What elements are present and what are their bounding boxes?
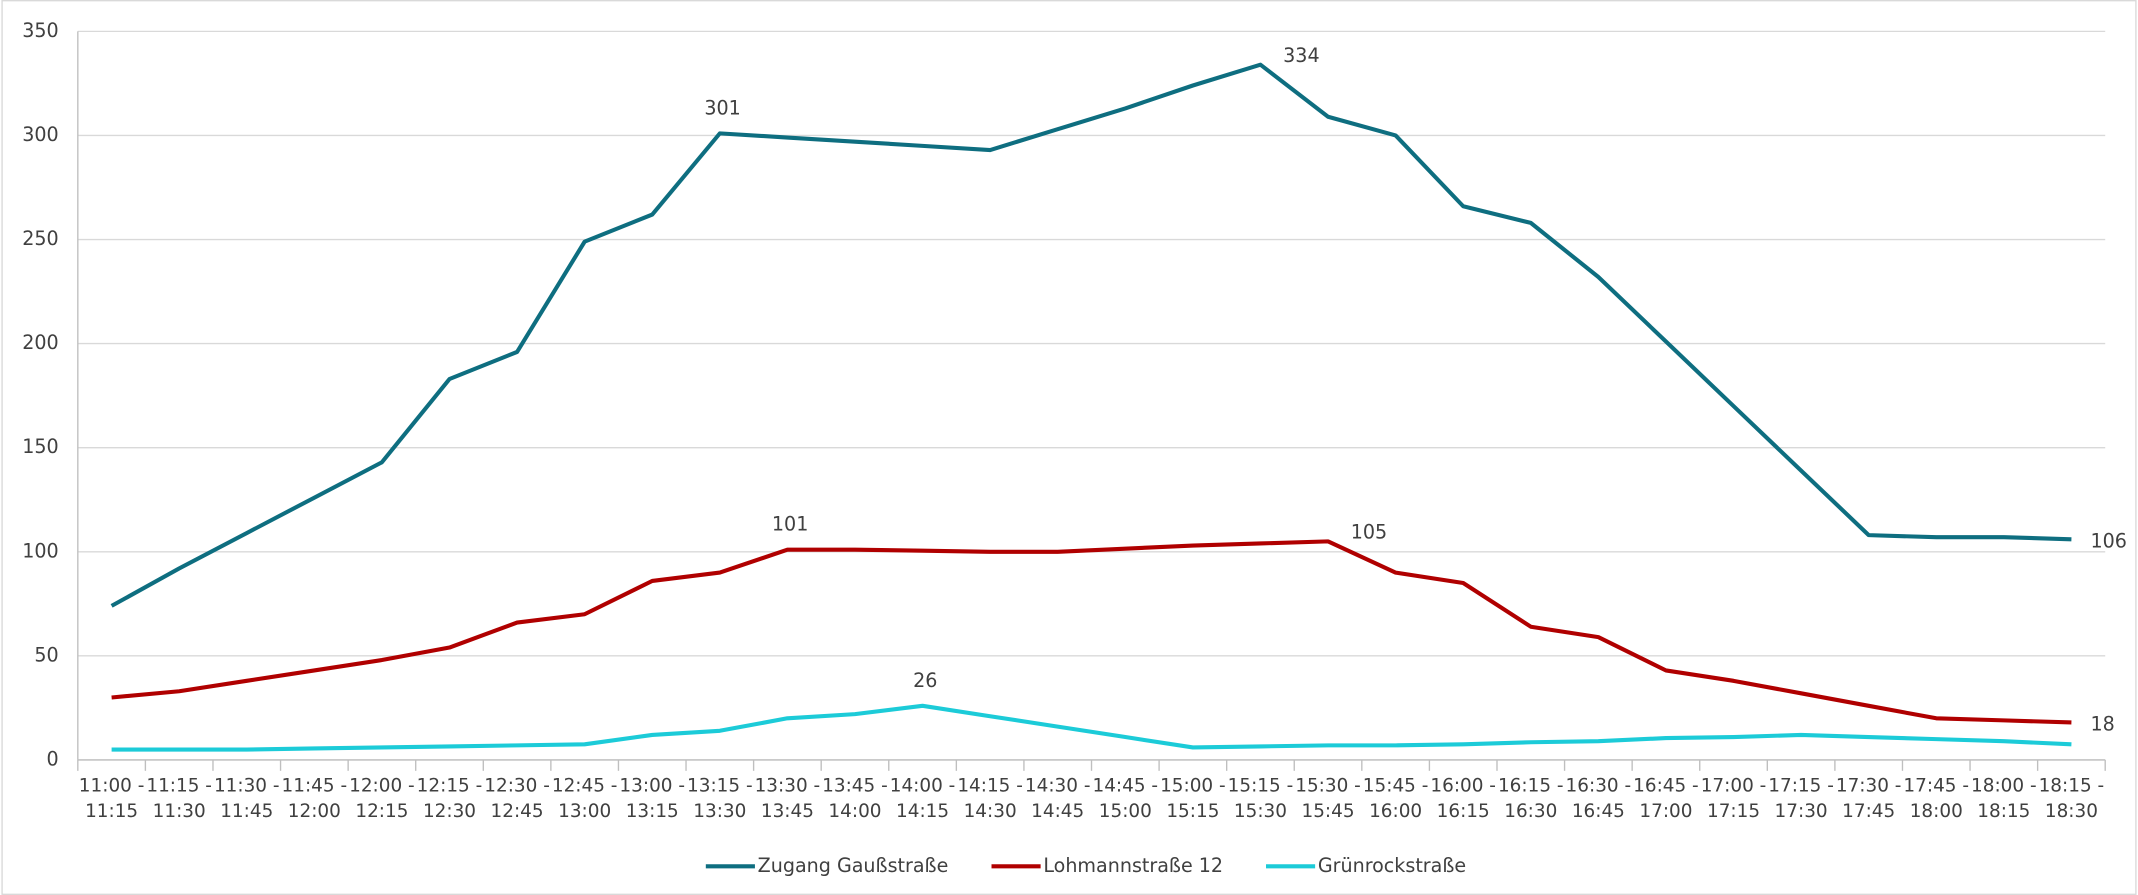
x-tick-label: 17:00 - 17:15 [1700,774,1767,823]
x-tick-label-text: 16:15 - 16:30 [1497,774,1564,823]
data-label: 301 [704,96,740,119]
y-tick-label: 350 [22,19,58,42]
x-tick-label: 16:45 - 17:00 [1633,774,1699,823]
series-line [110,62,2072,608]
x-tick-label-text: 17:30 - 17:45 [1835,774,1902,823]
x-tick-label: 11:45 - 12:00 [281,774,348,823]
x-tick-label: 13:30 - 13:45 [754,774,821,823]
x-tick-label-text: 11:15 - 11:30 [146,774,212,823]
y-tick-label: 100 [22,539,58,562]
data-label: 101 [772,513,808,536]
y-tick-label: 0 [47,747,59,770]
x-tick-label: 12:30 - 12:45 [484,774,550,823]
x-tick-label-text: 16:45 - 17:00 [1633,774,1699,823]
legend-label: Lohmannstraße 12 [1043,854,1223,877]
x-tick-label: 12:45 - 13:00 [551,774,618,823]
legend-label: Zugang Gaußstraße [758,854,949,877]
x-tick-label-text: 11:30 - 11:45 [213,774,280,823]
data-label: 105 [1351,521,1387,544]
y-tick-label: 150 [22,435,58,458]
x-tick-label: 14:30 - 14:45 [1024,774,1091,823]
y-tick-label: 250 [22,227,58,250]
x-tick-label-text: 11:45 - 12:00 [281,774,348,823]
data-label: 26 [913,669,937,692]
y-tick-label: 50 [34,643,58,666]
x-tick-label: 14:00 - 14:15 [889,774,956,823]
x-tick-label-text: 13:45 - 14:00 [822,774,888,823]
x-tick-label-text: 12:15 - 12:30 [416,774,483,823]
x-tick-label-text: 12:00 - 12:15 [349,774,415,823]
x-tick-label-text: 11:00 - 11:15 [78,774,145,823]
legend-label: Grünrockstraße [1318,854,1466,877]
x-tick-label-text: 15:45 - 16:00 [1362,774,1429,823]
series-line [111,703,2072,752]
data-label: 18 [2091,713,2115,736]
x-tick-label: 14:15 - 14:30 [957,774,1023,823]
series-line [111,539,2072,725]
x-tick-label-text: 13:30 - 13:45 [754,774,821,823]
x-tick-label: 14:45 - 15:00 [1092,774,1159,823]
data-label: 106 [2091,530,2127,553]
x-tick-label-text: 16:00 - 16:15 [1430,774,1496,823]
x-tick-label: 11:15 - 11:30 [146,774,212,823]
x-tick-label: 16:00 - 16:15 [1430,774,1496,823]
x-tick-label: 13:15 - 13:30 [687,774,753,823]
x-tick-label: 15:45 - 16:00 [1362,774,1429,823]
x-tick-label-text: 12:45 - 13:00 [551,774,618,823]
x-tick-label: 13:45 - 14:00 [822,774,888,823]
x-tick-label-text: 15:30 - 15:45 [1295,774,1361,823]
x-tick-label-text: 16:30 - 16:45 [1565,774,1632,823]
x-tick-label-text: 15:00 - 15:15 [1160,774,1226,823]
x-tick-label-text: 14:00 - 14:15 [889,774,956,823]
x-tick-label: 18:00 - 18:15 [1971,774,2037,823]
x-tick-label: 17:30 - 17:45 [1835,774,1902,823]
x-tick-label-text: 14:45 - 15:00 [1092,774,1159,823]
x-tick-label-text: 17:00 - 17:15 [1700,774,1767,823]
x-tick-label-text: 13:15 - 13:30 [687,774,753,823]
x-tick-label-text: 12:30 - 12:45 [484,774,550,823]
x-tick-label: 17:45 - 18:00 [1903,774,1970,823]
x-tick-label-text: 14:30 - 14:45 [1024,774,1091,823]
x-tick-label: 18:15 - 18:30 [2038,774,2105,823]
x-tick-label: 13:00 - 13:15 [619,774,686,823]
x-tick-label-text: 13:00 - 13:15 [619,774,686,823]
x-tick-label: 11:00 - 11:15 [78,774,145,823]
x-tick-label-text: 18:15 - 18:30 [2038,774,2105,823]
x-tick-label: 15:15 - 15:30 [1227,774,1294,823]
x-tick-label: 16:15 - 16:30 [1497,774,1564,823]
x-tick-label: 17:15 - 17:30 [1768,774,1834,823]
x-tick-label-text: 14:15 - 14:30 [957,774,1023,823]
data-label: 334 [1283,44,1319,67]
y-tick-label: 200 [22,331,58,354]
x-tick-label: 12:00 - 12:15 [349,774,415,823]
x-tick-label-text: 18:00 - 18:15 [1971,774,2037,823]
x-tick-label: 12:15 - 12:30 [416,774,483,823]
x-tick-label-text: 15:15 - 15:30 [1227,774,1294,823]
x-tick-label: 15:30 - 15:45 [1295,774,1361,823]
x-tick-label-text: 17:45 - 18:00 [1903,774,1970,823]
x-tick-label: 16:30 - 16:45 [1565,774,1632,823]
x-tick-label-text: 17:15 - 17:30 [1768,774,1834,823]
x-tick-label: 15:00 - 15:15 [1160,774,1226,823]
y-tick-label: 300 [22,123,58,146]
x-tick-label: 11:30 - 11:45 [213,774,280,823]
